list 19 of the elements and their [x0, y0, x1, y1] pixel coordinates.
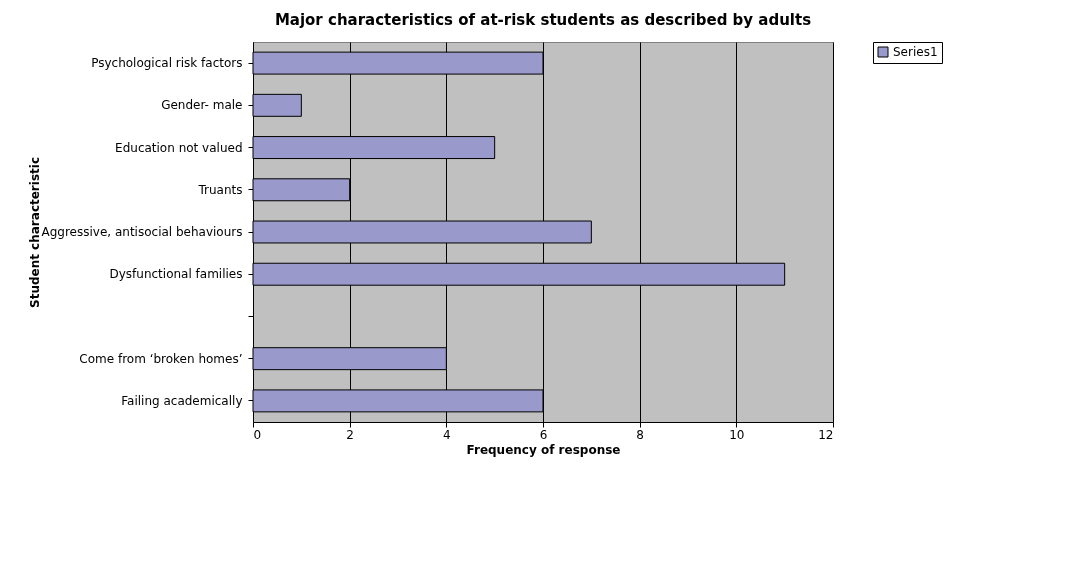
x-tick-label: 2	[346, 427, 354, 442]
x-axis-title: Frequency of response	[466, 442, 621, 457]
x-tick-label: 10	[729, 427, 745, 442]
y-axis-title: Student characteristic	[27, 156, 42, 309]
y-tick-label: Truants	[197, 182, 243, 197]
y-tick-label: Education not valued	[115, 140, 243, 155]
y-tick-label: Come from ‘broken homes’	[79, 351, 243, 366]
y-tick-label: Failing academically	[121, 393, 243, 408]
y-tick-label: Gender- male	[161, 98, 243, 113]
x-tick-label: 6	[539, 427, 548, 442]
chart-title: Major characteristics of at-risk students as described by adults	[274, 10, 812, 29]
y-tick-label: Aggressive, antisocial behaviours	[41, 225, 243, 239]
y-tick-label: Dysfunctional families	[109, 267, 243, 282]
x-tick-label: 4	[443, 427, 451, 442]
legend-label: Series1	[893, 45, 938, 59]
x-tick-label: 8	[636, 427, 644, 442]
x-tick-label: 0	[253, 427, 262, 442]
y-tick-label: Psychological risk factors	[91, 56, 243, 71]
x-tick-label: 12	[818, 427, 834, 442]
